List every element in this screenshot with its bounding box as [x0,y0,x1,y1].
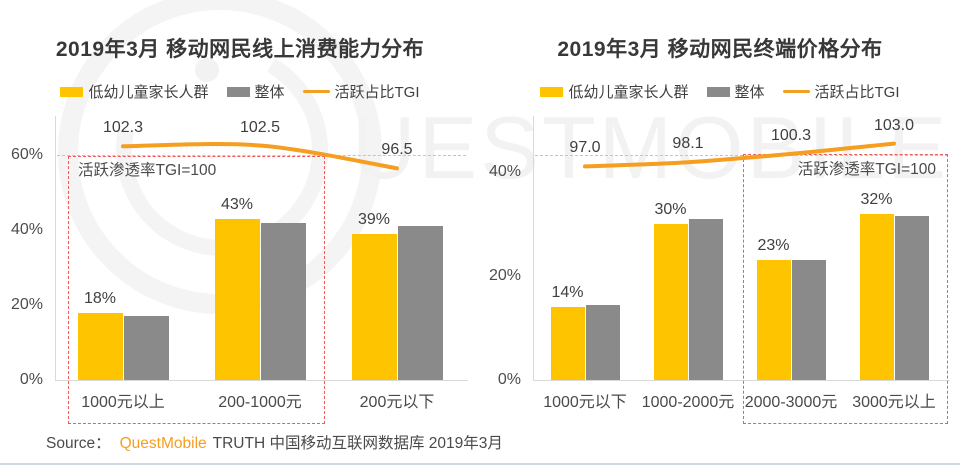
category-label: 200-1000元 [218,394,302,411]
category-label: 200元以下 [359,394,435,411]
left-chart-header: 2019年3月 移动网民线上消费能力分布 低幼儿童家长人群 整体 活跃占比TGI [0,0,480,110]
watermark-logo-inner-swirl [116,44,328,256]
left-chart-legend: 低幼儿童家长人群 整体 活跃占比TGI [0,81,480,102]
yellow-swatch-icon [540,86,564,97]
left-chart-title: 2019年3月 移动网民线上消费能力分布 [55,38,425,61]
category-label: 1000元以上 [81,394,165,411]
tgi-value-label: 103.0 [873,116,915,134]
bar-value-label: 32% [860,190,893,208]
y-tick-label: 0% [19,371,43,388]
x-axis-line [533,380,950,381]
y-tick-label: 40% [10,221,43,238]
source-suffix: TRUTH 中国移动互联网数据库 2019年3月 [212,435,503,452]
legend-item-tgi: 活跃占比TGI [782,81,900,102]
category-label: 1000-2000元 [641,394,735,411]
category-label: 3000元以上 [852,394,936,411]
category-label: 2000-3000元 [744,394,838,411]
legend-label-parents: 低幼儿童家长人群 [568,84,689,101]
legend-item-overall: 整体 [226,81,285,102]
bar-parents [653,224,688,380]
category-label: 1000元以下 [543,394,627,411]
tgi-value-label: 98.1 [672,135,704,153]
legend-label-overall: 整体 [254,84,285,101]
tgi-annotation-label: 活跃渗透率TGI=100 [78,162,217,179]
right-chart-title: 2019年3月 移动网民终端价格分布 [557,38,883,61]
legend-label-parents: 低幼儿童家长人群 [88,84,209,101]
bar-parents [351,233,397,380]
bar-overall [260,222,306,380]
source-line: Source： QuestMobile TRUTH 中国移动互联网数据库 2019年… [46,431,503,453]
tgi-value-label: 102.3 [102,119,144,137]
right-chart-header: 2019年3月 移动网民终端价格分布 低幼儿童家长人群 整体 活跃占比TGI [480,0,960,110]
bar-value-label: 30% [654,201,687,218]
bar-overall [585,304,620,380]
y-axis-line [55,116,56,380]
bar-overall [123,316,169,380]
legend-label-overall: 整体 [734,84,765,101]
watermark-logo-dot [195,58,219,82]
tgi-value-label: 100.3 [770,126,812,144]
bar-overall [688,218,723,380]
legend-label-tgi: 活跃占比TGI [814,84,900,101]
legend-item-parents: 低幼儿童家长人群 [60,81,209,102]
legend-label-tgi: 活跃占比TGI [334,84,420,101]
source-brand: QuestMobile [119,435,207,452]
tgi-value-label: 96.5 [381,141,413,159]
y-tick-label: 60% [10,146,43,163]
tgi-value-label: 102.5 [239,118,281,136]
orange-line-swatch-icon [782,89,810,94]
bar-value-label: 23% [757,237,790,255]
legend-item-parents: 低幼儿童家长人群 [540,81,689,102]
tgi-value-label: 97.0 [569,139,601,157]
y-tick-label: 40% [488,163,521,180]
gray-swatch-icon [226,86,250,97]
right-chart-legend: 低幼儿童家长人群 整体 活跃占比TGI [480,81,960,102]
tgi-annotation-box [743,154,948,424]
bar-parents [756,260,791,380]
bar-parents [77,312,123,380]
y-tick-label: 20% [488,267,521,284]
gray-swatch-icon [706,86,730,97]
tgi-annotation-label: 活跃渗透率TGI=100 [797,161,936,178]
bar-overall [397,226,443,380]
source-prefix: Source： [46,435,111,452]
y-tick-label: 20% [10,296,43,313]
bar-overall [791,260,826,380]
orange-line-swatch-icon [302,89,330,94]
bottom-divider [0,463,960,465]
y-axis-line [533,116,534,380]
yellow-swatch-icon [60,86,84,97]
legend-item-overall: 整体 [706,81,765,102]
legend-item-tgi: 活跃占比TGI [302,81,420,102]
bar-parents [550,307,585,380]
bar-parents [859,213,894,380]
bar-value-label: 39% [357,210,391,228]
x-axis-line [55,380,468,381]
bar-value-label: 18% [83,289,117,307]
bar-overall [894,216,929,380]
bar-parents [214,218,260,380]
y-tick-label: 0% [497,371,521,388]
bar-value-label: 14% [551,284,584,302]
bar-value-label: 43% [220,195,254,213]
